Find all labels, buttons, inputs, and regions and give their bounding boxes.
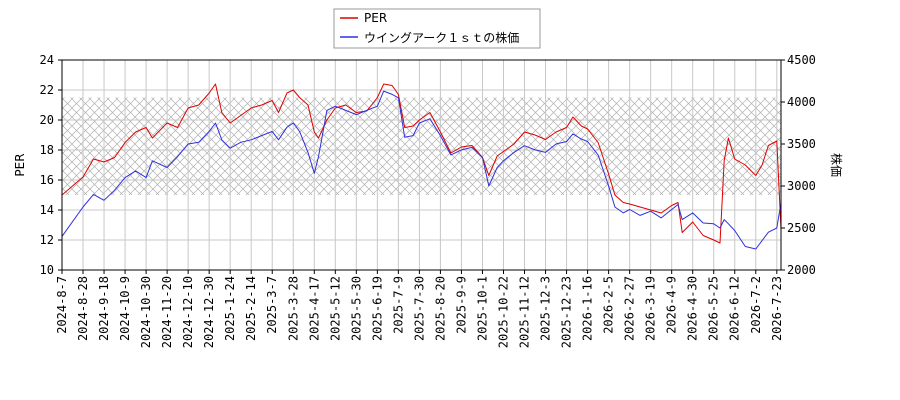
right-tick-label-1: 2500 xyxy=(787,221,816,235)
x-tick-label-13: 2025-5-12 xyxy=(328,276,342,341)
x-tick-label-0: 2024-8-7 xyxy=(55,276,69,334)
x-tick-label-16: 2025-7-9 xyxy=(391,276,405,334)
right-tick-label-5: 4500 xyxy=(787,53,816,67)
legend: PER ウイングアーク１ｓｔの株価 xyxy=(333,8,541,49)
x-tick-label-21: 2025-10-22 xyxy=(496,276,510,348)
legend-box xyxy=(333,8,541,49)
x-tick-label-26: 2026-2-5 xyxy=(602,276,616,334)
shaded-band xyxy=(62,97,781,195)
left-tick-label-6: 22 xyxy=(40,83,54,97)
legend-label-per: PER xyxy=(364,11,387,25)
x-tick-label-32: 2026-6-12 xyxy=(728,276,742,341)
left-tick-label-2: 14 xyxy=(40,203,54,217)
x-tick-label-14: 2025-5-30 xyxy=(349,276,363,341)
left-tick-label-3: 16 xyxy=(40,173,54,187)
plot-frame xyxy=(61,59,782,271)
x-tick-label-3: 2024-10-9 xyxy=(118,276,132,341)
x-tick-label-2: 2024-9-18 xyxy=(97,276,111,341)
x-tick-label-4: 2024-10-30 xyxy=(139,276,153,348)
right-tick-label-4: 4000 xyxy=(787,95,816,109)
right-tick-label-0: 2000 xyxy=(787,263,816,277)
x-tick-label-25: 2026-1-16 xyxy=(581,276,595,341)
right-axis-title: 株価 xyxy=(829,153,844,177)
x-tick-label-5: 2024-11-20 xyxy=(160,276,174,348)
x-axis-ticks: 2024-8-7 2024-8-28 2024-9-18 2024-10-9 2024-… xyxy=(55,270,784,348)
x-tick-label-12: 2025-4-17 xyxy=(307,276,321,341)
left-tick-label-0: 10 xyxy=(40,263,54,277)
x-tick-label-15: 2025-6-19 xyxy=(370,276,384,341)
x-tick-label-11: 2025-3-28 xyxy=(286,276,300,341)
left-tick-label-4: 18 xyxy=(40,143,54,157)
right-tick-label-3: 3500 xyxy=(787,137,816,151)
series-line-price xyxy=(62,90,781,250)
left-axis-title: PER xyxy=(13,153,27,176)
legend-label-price: ウイングアーク１ｓｔの株価 xyxy=(364,30,519,45)
x-tick-label-20: 2025-10-1 xyxy=(475,276,489,341)
right-axis-ticks: 2000 2500 3000 3500 4000 4500 xyxy=(781,53,816,277)
x-tick-label-33: 2026-7-2 xyxy=(749,276,763,334)
x-tick-label-34: 2026-7-23 xyxy=(770,276,784,341)
series-layer xyxy=(62,83,781,250)
x-tick-label-8: 2025-1-24 xyxy=(223,276,237,341)
x-tick-label-9: 2025-2-14 xyxy=(244,276,258,341)
x-tick-label-27: 2026-2-27 xyxy=(623,276,637,341)
x-tick-label-7: 2024-12-30 xyxy=(202,276,216,348)
left-tick-label-7: 24 xyxy=(40,53,54,67)
x-tick-label-31: 2026-5-25 xyxy=(707,276,721,341)
x-tick-label-29: 2026-4-9 xyxy=(665,276,679,334)
x-tick-label-28: 2026-3-19 xyxy=(644,276,658,341)
x-tick-label-18: 2025-8-20 xyxy=(433,276,447,341)
x-tick-label-1: 2024-8-28 xyxy=(76,276,90,341)
x-tick-label-10: 2025-3-7 xyxy=(265,276,279,334)
x-tick-label-17: 2025-7-30 xyxy=(412,276,426,341)
right-tick-label-2: 3000 xyxy=(787,179,816,193)
series-line-per xyxy=(62,83,781,244)
x-tick-label-6: 2024-12-10 xyxy=(181,276,195,348)
left-axis-ticks: 10 12 14 16 18 20 22 24 xyxy=(40,53,62,277)
x-tick-label-30: 2026-4-30 xyxy=(686,276,700,341)
x-tick-label-19: 2025-9-9 xyxy=(454,276,468,334)
left-tick-label-1: 12 xyxy=(40,233,54,247)
x-tick-label-23: 2025-12-3 xyxy=(539,276,553,341)
x-tick-label-22: 2025-11-12 xyxy=(518,276,532,348)
plot-area xyxy=(61,59,782,271)
x-tick-label-24: 2025-12-23 xyxy=(560,276,574,348)
left-tick-label-5: 20 xyxy=(40,113,54,127)
